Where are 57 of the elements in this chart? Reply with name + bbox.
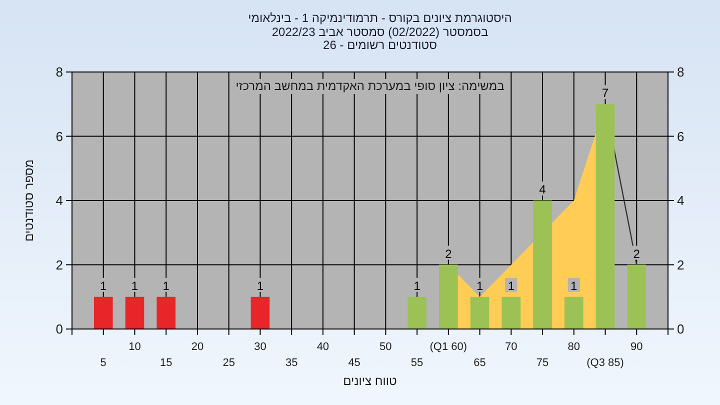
data-label: 1 xyxy=(508,278,515,293)
y2-tick-label: 4 xyxy=(677,193,684,208)
y-tick-label: 6 xyxy=(56,128,63,144)
bar xyxy=(470,296,490,329)
data-label: 7 xyxy=(602,86,609,100)
x-tick-label: 80 xyxy=(568,341,580,353)
y2-tick-label: 6 xyxy=(677,128,684,144)
bar xyxy=(94,296,113,329)
chart-title: היסטוגרמת ציונים בקורס - תרמודינמיקה 1 - בינלאומי xyxy=(248,11,512,25)
x-tick-label: 55 xyxy=(410,357,424,369)
bar xyxy=(533,200,552,329)
x-tick-label: 75 xyxy=(536,357,549,369)
data-label: 1 xyxy=(162,278,170,293)
bar xyxy=(439,264,458,329)
data-label: 1 xyxy=(476,278,484,293)
bar xyxy=(596,104,615,329)
x-tick-label: 70 xyxy=(505,341,518,353)
annotation: במשימה: ציון סופי במערכת האקדמית במחשב המרכזי xyxy=(236,79,504,93)
x-tick-label: 90 xyxy=(630,341,643,353)
x-tick-label: 50 xyxy=(380,341,392,353)
data-label: 1 xyxy=(414,278,421,293)
bar xyxy=(564,296,584,329)
x-tick-label: 25 xyxy=(222,357,235,369)
x-tick-label: 15 xyxy=(160,357,172,369)
x-tick-label: 45 xyxy=(348,357,360,369)
y-tick-label: 2 xyxy=(56,257,63,272)
data-label: 1 xyxy=(256,278,264,293)
bar xyxy=(125,296,144,329)
x-tick-label: 10 xyxy=(128,341,141,353)
y-tick-label: 4 xyxy=(56,193,63,208)
bar xyxy=(627,264,646,329)
data-label: 2 xyxy=(633,246,640,261)
data-label: 2 xyxy=(445,246,452,261)
data-label: 1 xyxy=(131,278,138,293)
x-tick-label: (Q3 85) xyxy=(586,357,624,369)
data-label: 1 xyxy=(570,278,578,293)
bar xyxy=(156,296,176,329)
x-axis-title: טווח ציונים xyxy=(343,374,398,388)
bar xyxy=(250,296,270,329)
y2-tick-label: 2 xyxy=(677,257,684,272)
bar xyxy=(408,296,426,329)
x-tick-label: 20 xyxy=(191,341,204,353)
x-tick-label: 65 xyxy=(474,357,486,369)
bar xyxy=(502,296,521,329)
x-tick-label: 35 xyxy=(285,357,298,369)
x-tick-label: (Q1 60) xyxy=(430,341,468,353)
x-tick-label: 30 xyxy=(254,341,266,353)
chart-subtitle: בסמסטר (02/2022) סמסטר אביב 2022/23 סטודנטים רשומים - 26 xyxy=(272,25,488,52)
data-label: 4 xyxy=(539,182,546,196)
data-label: 1 xyxy=(100,278,108,293)
y-tick-label: 8 xyxy=(56,64,63,80)
y-axis-title: מספר סטודנטים xyxy=(22,159,36,242)
y2-tick-label: 8 xyxy=(677,64,684,80)
y2-tick-label: 0 xyxy=(677,322,684,337)
x-tick-label: 40 xyxy=(316,341,330,353)
x-tick-label: 5 xyxy=(100,357,106,369)
y-tick-label: 0 xyxy=(56,322,63,337)
